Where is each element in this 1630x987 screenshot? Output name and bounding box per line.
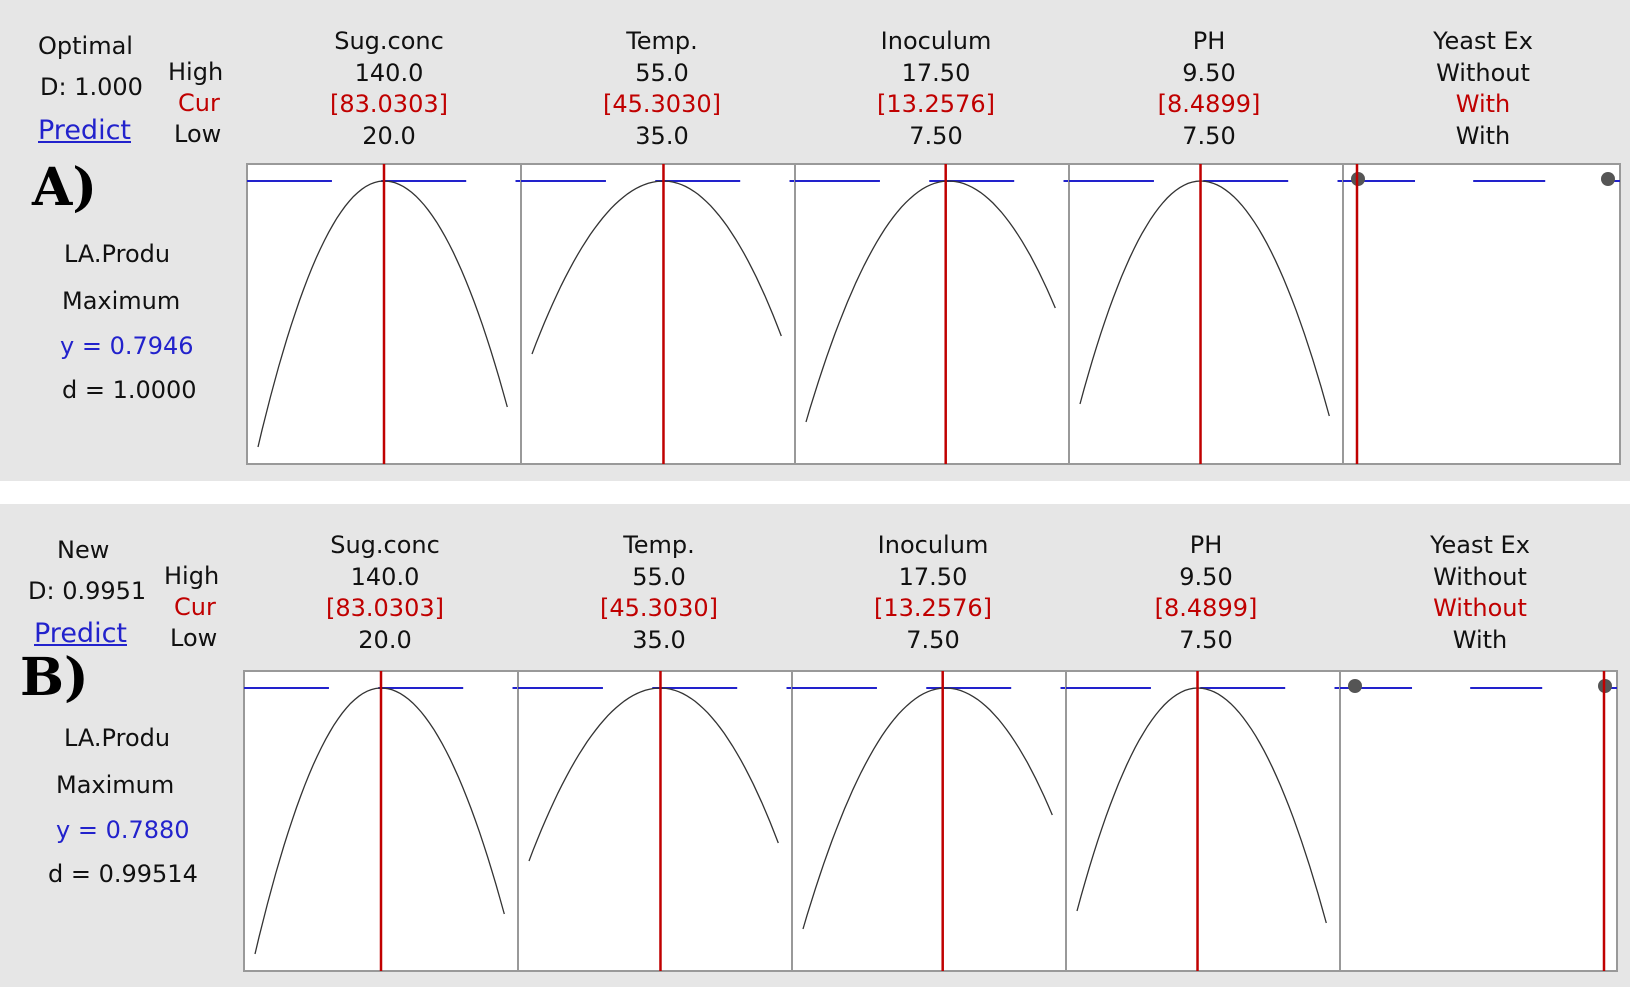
factor-high: 17.50	[898, 563, 968, 591]
desirability-value: D: 1.000	[40, 73, 143, 101]
factor-cur[interactable]: [45.3030]	[603, 90, 721, 118]
factor-cur[interactable]: [8.4899]	[1154, 594, 1258, 622]
factor-low: With	[1452, 626, 1508, 654]
predict-link[interactable]: Predict	[34, 618, 127, 649]
factor-name: Temp.	[623, 531, 695, 559]
response-curve	[805, 180, 1056, 423]
response-goal: Maximum	[62, 287, 181, 315]
plot-frame	[243, 670, 1618, 972]
factor-high: 9.50	[1182, 59, 1236, 87]
response-y: y = 0.7946	[60, 332, 194, 360]
response-curve	[802, 687, 1053, 930]
factor-name: PH	[1192, 27, 1226, 55]
predict-link[interactable]: Predict	[38, 115, 131, 146]
new-label: New	[57, 536, 110, 564]
response-name: LA.Produ	[64, 724, 171, 752]
response-curve	[254, 687, 505, 955]
factor-cur[interactable]: [13.2576]	[877, 90, 995, 118]
factor-name: Inoculum	[877, 531, 989, 559]
panel-separator	[0, 481, 1630, 504]
factor-low: 7.50	[906, 626, 960, 654]
row-label-cur: Cur	[174, 593, 216, 621]
response-d: d = 1.0000	[62, 376, 197, 404]
factor-name: Sug.conc	[330, 531, 440, 559]
response-name: LA.Produ	[64, 240, 171, 268]
response-curve	[1079, 180, 1330, 417]
factor-cur[interactable]: [83.0303]	[330, 90, 448, 118]
response-plot-a	[246, 163, 1621, 465]
factor-cur[interactable]: [8.4899]	[1157, 90, 1261, 118]
response-y: y = 0.7880	[56, 816, 190, 844]
factor-name: Temp.	[626, 27, 698, 55]
factor-high: Without	[1433, 563, 1527, 591]
response-plot-b	[243, 670, 1618, 972]
factor-name: Yeast Ex	[1430, 531, 1530, 559]
factor-high: Without	[1436, 59, 1530, 87]
panel-label: A)	[32, 157, 97, 218]
factor-name: Sug.conc	[334, 27, 444, 55]
response-d: d = 0.99514	[48, 860, 198, 888]
plot-frame	[246, 163, 1621, 465]
panel-label: B)	[20, 647, 89, 708]
factor-low: 7.50	[1179, 626, 1233, 654]
response-curve	[1076, 687, 1327, 924]
row-label-low: Low	[170, 624, 218, 652]
response-goal: Maximum	[56, 771, 175, 799]
factor-name: PH	[1189, 531, 1223, 559]
optimizer-panel-b: New D: 0.9951 Predict High Cur Low B) LA…	[0, 504, 1630, 987]
factor-low: 35.0	[635, 122, 689, 150]
factor-high: 140.0	[354, 59, 424, 87]
row-label-cur: Cur	[178, 89, 220, 117]
factor-cur[interactable]: With	[1455, 90, 1511, 118]
factor-high: 55.0	[635, 59, 689, 87]
factor-high: 55.0	[632, 563, 686, 591]
factor-cur[interactable]: Without	[1433, 594, 1527, 622]
factor-high: 9.50	[1179, 563, 1233, 591]
row-label-high: High	[168, 58, 224, 86]
response-curve	[528, 687, 779, 862]
response-curve	[531, 180, 782, 355]
factor-cur[interactable]: [13.2576]	[874, 594, 992, 622]
factor-low: With	[1455, 122, 1511, 150]
row-label-low: Low	[174, 120, 222, 148]
desirability-value: D: 0.9951	[28, 577, 147, 605]
factor-name: Inoculum	[880, 27, 992, 55]
factor-name: Yeast Ex	[1433, 27, 1533, 55]
factor-low: 7.50	[1182, 122, 1236, 150]
level-point	[1601, 172, 1615, 186]
factor-cur[interactable]: [83.0303]	[326, 594, 444, 622]
optimal-label: Optimal	[38, 32, 133, 60]
level-point	[1348, 679, 1362, 693]
optimizer-panel-a: Optimal D: 1.000 Predict High Cur Low A)…	[0, 0, 1630, 481]
factor-high: 140.0	[350, 563, 420, 591]
factor-cur[interactable]: [45.3030]	[600, 594, 718, 622]
factor-low: 35.0	[632, 626, 686, 654]
factor-high: 17.50	[901, 59, 971, 87]
factor-low: 7.50	[909, 122, 963, 150]
factor-low: 20.0	[362, 122, 416, 150]
response-curve	[257, 180, 508, 448]
row-label-high: High	[164, 562, 220, 590]
factor-low: 20.0	[358, 626, 412, 654]
